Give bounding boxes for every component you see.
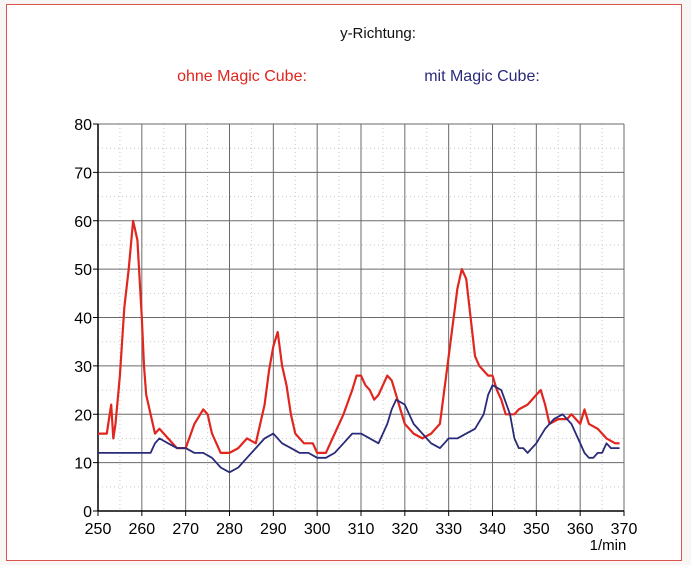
x-tick-label: 350 [523, 521, 550, 538]
x-tick-label: 310 [348, 521, 375, 538]
x-tick-label: 340 [479, 521, 506, 538]
x-tick-label: 330 [435, 521, 462, 538]
grid-lines [98, 123, 625, 511]
x-tick-label: 320 [391, 521, 418, 538]
y-tick-label: 0 [83, 504, 92, 521]
chart-title: y-Richtung: [340, 25, 416, 42]
y-tick-label: 40 [74, 311, 92, 328]
x-tick-label: 250 [85, 521, 112, 538]
x-tick-label: 260 [128, 521, 155, 538]
y-tick-label: 80 [74, 117, 92, 134]
y-axis-ticks: 0 10 20 30 40 50 60 70 80 [74, 117, 98, 521]
x-tick-label: 370 [611, 521, 638, 538]
y-tick-label: 50 [74, 262, 92, 279]
legend-label-ohne-magic-cube: ohne Magic Cube: [177, 68, 307, 85]
y-tick-label: 20 [74, 407, 92, 424]
x-tick-label: 280 [216, 521, 243, 538]
x-tick-label: 360 [567, 521, 594, 538]
y-tick-label: 70 [74, 165, 92, 182]
legend-label-mit-magic-cube: mit Magic Cube: [424, 68, 540, 85]
x-tick-label: 300 [304, 521, 331, 538]
line-chart: y-Richtung: ohne Magic Cube: mit Magic C… [74, 25, 638, 554]
series-line-ohne-magic-cube [98, 219, 620, 454]
x-tick-label: 290 [260, 521, 287, 538]
series-lines [98, 219, 620, 474]
x-axis-label: 1/min [590, 537, 627, 554]
y-tick-label: 60 [74, 214, 92, 231]
y-tick-label: 30 [74, 359, 92, 376]
chart-frame: y-Richtung: ohne Magic Cube: mit Magic C… [6, 4, 682, 561]
x-axis-ticks: 250 260 270 280 290 300 310 320 330 340 350 360 370 [85, 511, 638, 538]
y-tick-label: 10 [74, 456, 92, 473]
x-tick-label: 270 [172, 521, 199, 538]
series-line-mit-magic-cube [98, 384, 620, 474]
